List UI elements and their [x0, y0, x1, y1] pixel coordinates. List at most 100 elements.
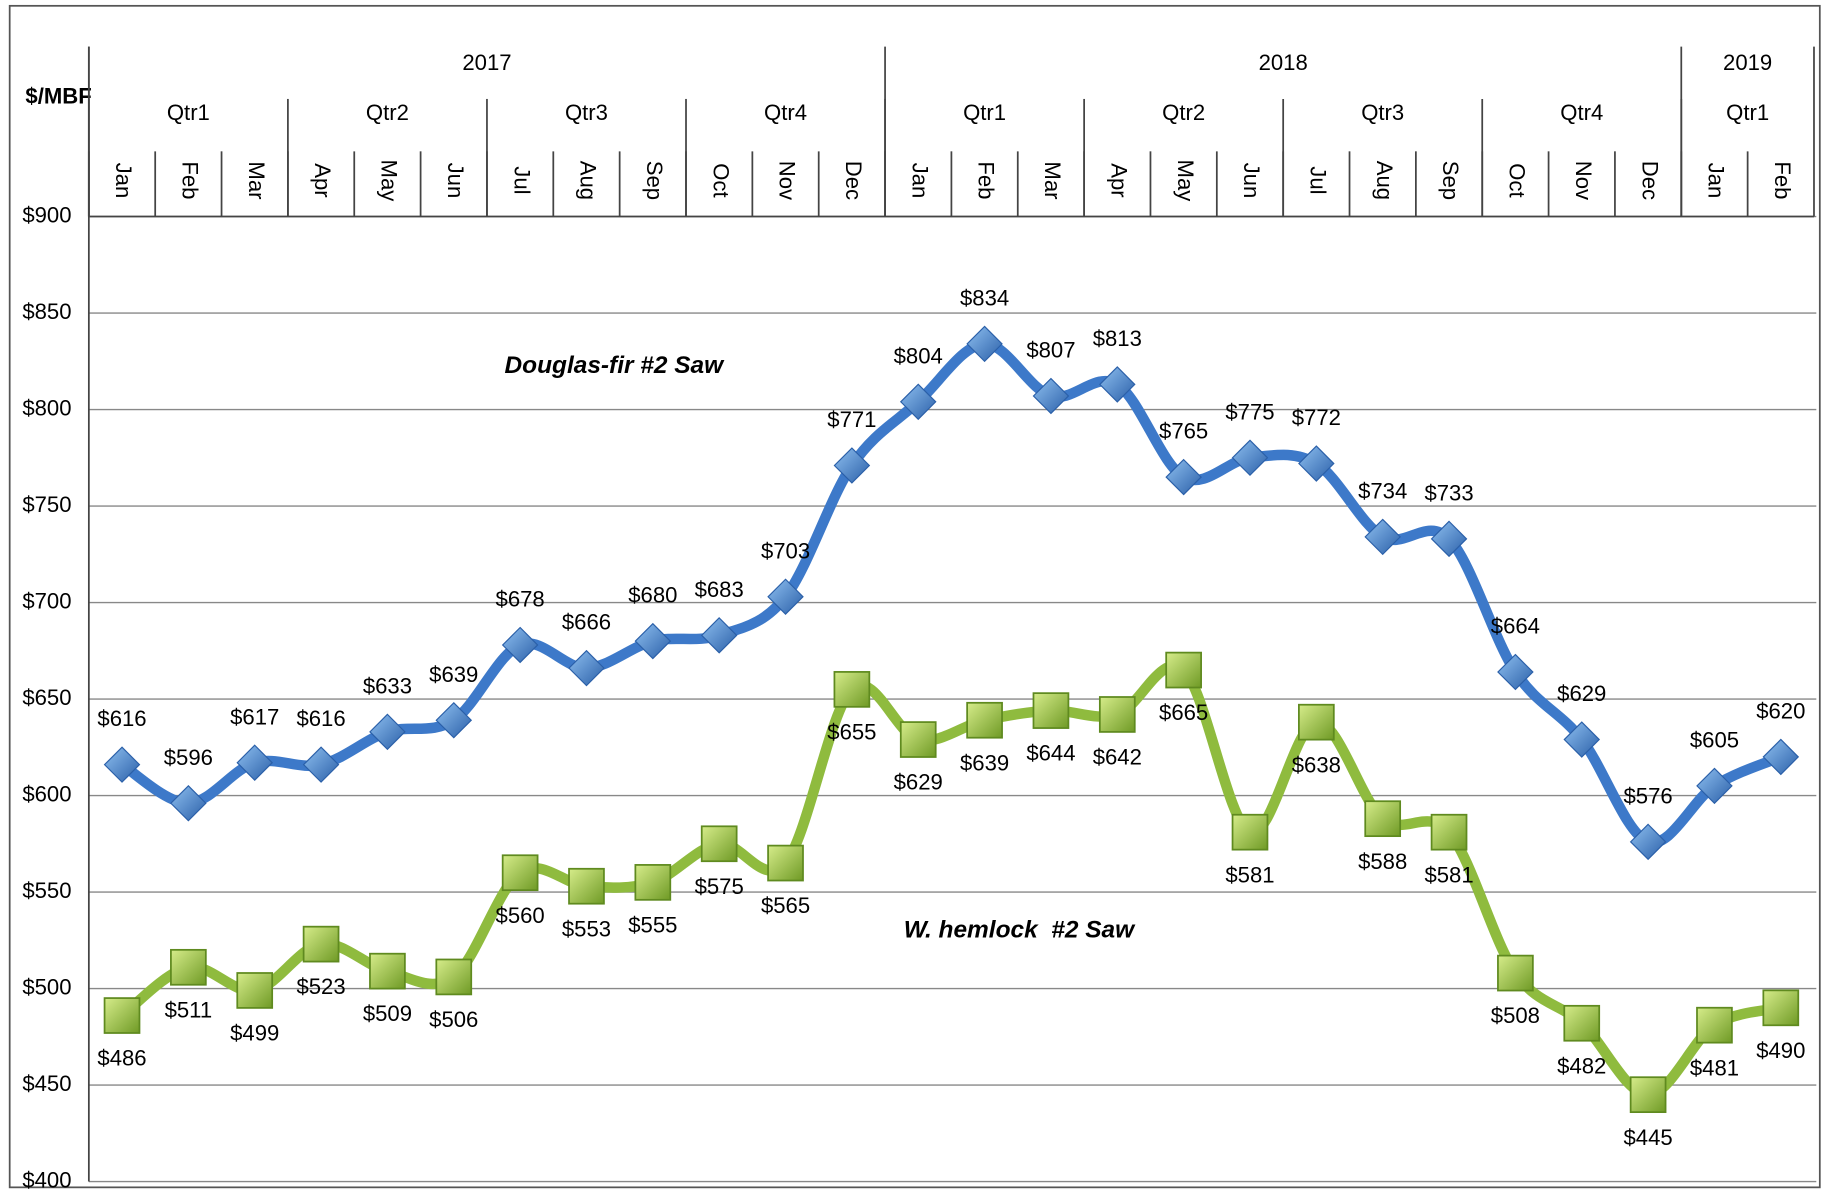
- value-label: $703: [761, 538, 810, 563]
- x-tick-label: Feb: [178, 161, 203, 199]
- marker: [1629, 1076, 1667, 1114]
- value-label: $617: [230, 704, 279, 729]
- value-label: $775: [1225, 399, 1274, 424]
- x-tick-label: Jan: [111, 163, 136, 199]
- value-label: $509: [363, 1001, 412, 1026]
- x-tick-label: Apr: [310, 163, 335, 197]
- value-label: $588: [1358, 849, 1407, 874]
- value-label: $834: [960, 286, 1009, 311]
- value-label: $804: [894, 343, 943, 368]
- value-label: $523: [296, 974, 345, 999]
- value-label: $605: [1690, 727, 1739, 752]
- marker: [1298, 445, 1335, 482]
- marker: [1165, 458, 1202, 496]
- value-label: $445: [1624, 1125, 1673, 1150]
- value-label: $666: [562, 610, 611, 635]
- x-tick-label: Mar: [1040, 161, 1065, 199]
- value-label: $639: [429, 662, 478, 687]
- y-tick-label: $700: [22, 588, 71, 613]
- value-label: $581: [1225, 862, 1274, 887]
- series-name: Douglas-fir #2 Saw: [505, 352, 726, 379]
- marker: [568, 867, 605, 905]
- marker: [1231, 813, 1269, 851]
- x-tick-label: Jul: [509, 166, 534, 194]
- marker: [103, 997, 141, 1034]
- marker: [1497, 653, 1534, 691]
- marker: [236, 744, 274, 781]
- marker: [1563, 1004, 1601, 1042]
- x-tick-label: May: [1173, 160, 1198, 203]
- marker: [700, 825, 738, 863]
- marker: [966, 701, 1003, 739]
- quarter-label: Qtr3: [565, 100, 608, 125]
- marker: [634, 864, 672, 901]
- marker: [1762, 738, 1800, 776]
- value-label: $555: [628, 912, 677, 937]
- value-label: $655: [827, 719, 876, 744]
- value-label: $576: [1624, 783, 1673, 808]
- marker: [369, 713, 406, 751]
- value-label: $734: [1358, 479, 1407, 504]
- quarter-label: Qtr3: [1361, 100, 1404, 125]
- value-label: $772: [1292, 405, 1341, 430]
- value-label: $680: [628, 583, 677, 608]
- marker: [833, 671, 871, 708]
- value-label: $596: [164, 745, 213, 770]
- value-label: $771: [827, 407, 876, 432]
- marker: [1430, 520, 1468, 558]
- year-label: 2018: [1259, 50, 1308, 75]
- marker: [170, 784, 207, 822]
- quarter-label: Qtr1: [963, 100, 1006, 125]
- quarter-label: Qtr4: [764, 100, 807, 125]
- y-tick-label: $600: [22, 781, 71, 806]
- quarter-label: Qtr1: [1726, 100, 1769, 125]
- marker: [700, 617, 738, 654]
- value-label: $644: [1026, 741, 1075, 766]
- marker: [1099, 366, 1136, 403]
- y-tick-label: $450: [22, 1071, 71, 1096]
- marker: [568, 649, 605, 687]
- value-label: $665: [1159, 700, 1208, 725]
- x-tick-label: Apr: [1106, 163, 1131, 197]
- y-tick-label: $800: [22, 395, 71, 420]
- marker: [302, 746, 340, 783]
- x-tick-label: Oct: [708, 163, 733, 197]
- year-label: 2019: [1723, 50, 1772, 75]
- year-label: 2017: [462, 50, 511, 75]
- x-tick-label: Sep: [642, 161, 667, 200]
- marker: [1430, 813, 1468, 851]
- marker: [302, 925, 340, 963]
- y-tick-label: $550: [22, 878, 71, 903]
- value-label: $490: [1756, 1038, 1805, 1063]
- chart-frame: [8, 4, 1821, 1189]
- marker: [501, 854, 539, 892]
- marker: [1696, 767, 1733, 805]
- x-tick-label: Jun: [443, 163, 468, 199]
- marker: [170, 948, 207, 986]
- value-label: $575: [695, 874, 744, 899]
- y-tick-label: $750: [22, 492, 71, 517]
- value-label: $565: [761, 893, 810, 918]
- marker: [435, 958, 473, 996]
- quarter-label: Qtr2: [366, 100, 409, 125]
- value-label: $616: [97, 706, 146, 731]
- series-line: [119, 338, 1783, 848]
- value-label: $486: [97, 1046, 146, 1071]
- quarter-label: Qtr1: [167, 100, 210, 125]
- y-axis-title: $/MBF: [25, 84, 91, 109]
- marker: [634, 622, 672, 660]
- y-tick-label: $650: [22, 685, 71, 710]
- x-tick-label: Oct: [1505, 163, 1530, 197]
- value-label: $620: [1756, 699, 1805, 724]
- y-tick-label: $900: [22, 202, 71, 227]
- x-tick-label: Mar: [244, 161, 269, 199]
- value-label: $553: [562, 916, 611, 941]
- x-tick-label: Nov: [1571, 161, 1596, 200]
- marker: [899, 721, 937, 758]
- x-tick-label: Jun: [1239, 163, 1264, 199]
- value-label: $506: [429, 1007, 478, 1032]
- value-label: $813: [1093, 326, 1142, 351]
- value-label: $807: [1026, 338, 1075, 363]
- marker: [1762, 989, 1800, 1027]
